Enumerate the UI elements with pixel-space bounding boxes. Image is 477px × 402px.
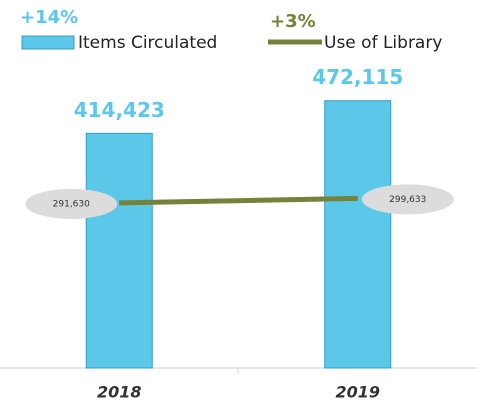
bar: [324, 100, 392, 369]
legend-label: Use of Library: [324, 33, 442, 53]
value-label: 414,423: [74, 98, 165, 122]
value-label-bg: [302, 65, 413, 92]
annotation: +14%: [20, 7, 78, 28]
line: [119, 195, 358, 206]
x-tick-label: 2018: [97, 383, 142, 402]
value-label-bg: [64, 98, 175, 125]
value-label: 472,115: [312, 65, 403, 89]
x-tick-label: 2019: [335, 383, 380, 402]
legend-label: Items Circulated: [78, 33, 217, 53]
value-label: 299,633: [389, 195, 426, 205]
value-label: 291,630: [53, 199, 90, 209]
bar: [85, 132, 153, 369]
annotation: +3%: [270, 11, 316, 32]
legend-swatch: [21, 35, 75, 50]
value-label-bg: [361, 184, 454, 215]
value-label-bg: [25, 188, 118, 219]
